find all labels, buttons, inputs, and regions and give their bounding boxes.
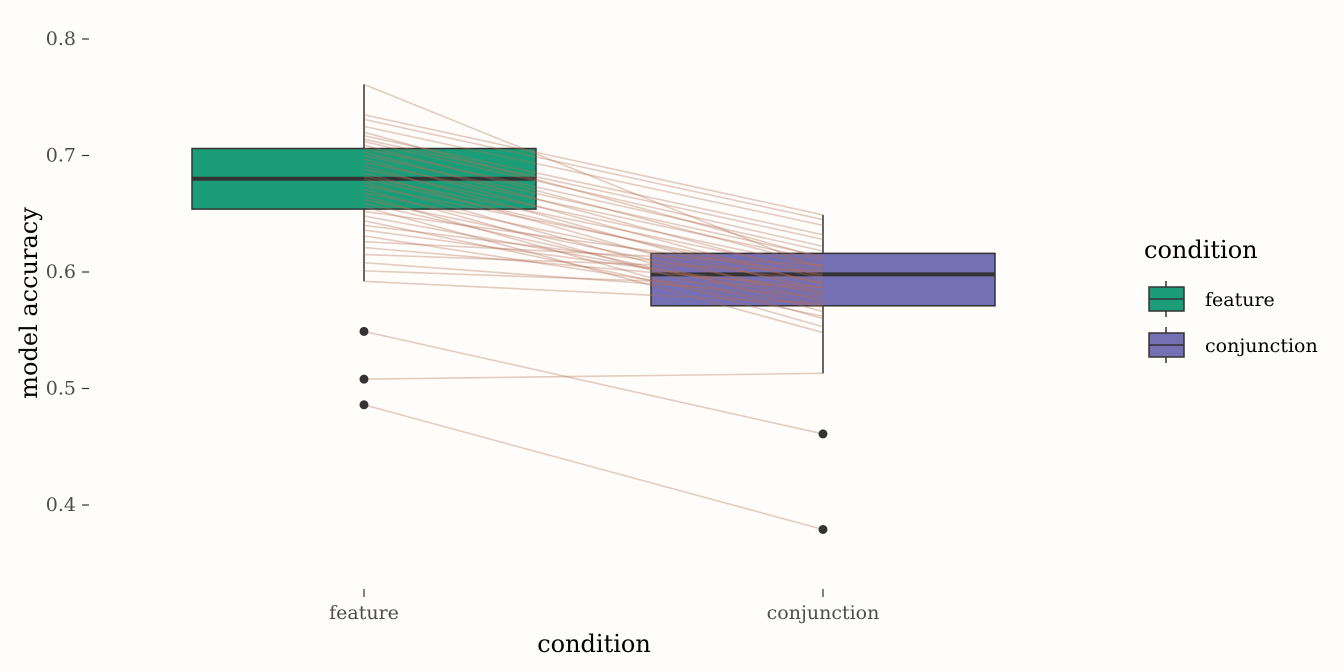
boxes [191,84,996,374]
paired-line [363,154,824,258]
paired-line [363,158,824,286]
legend-title: condition [1144,236,1258,264]
paired-line [363,235,824,308]
paired-line [363,161,824,262]
x-axis: feature conjunction [329,589,879,624]
paired-line [363,175,824,273]
paired-line [363,229,824,293]
box-conjunction [650,252,996,307]
paired-lines [363,83,824,531]
paired-line [363,181,824,313]
paired-line [363,224,824,283]
paired-line [363,191,824,290]
y-tick-label: 0.6 [46,261,76,283]
paired-line [363,270,824,288]
outliers [359,326,828,534]
outlier-point [359,326,369,336]
y-tick-label: 0.8 [46,28,76,50]
paired-line [363,195,824,328]
paired-line [363,280,824,305]
paired-line [363,404,824,531]
paired-line [363,131,824,259]
legend-label: feature [1205,289,1275,311]
y-axis-title: model accuracy [15,207,43,399]
paired-line [363,113,824,216]
paired-line [363,246,824,288]
paired-line [363,147,824,252]
paired-line [363,261,824,298]
y-axis: 0.4 0.5 0.6 0.7 0.8 [46,28,89,516]
outlier-point [818,524,828,534]
legend-label: conjunction [1205,335,1318,357]
y-tick-label: 0.7 [46,145,76,167]
paired-line [363,118,824,221]
paired-line [363,202,824,307]
paired-line [363,138,824,241]
y-tick-label: 0.4 [46,494,76,516]
outlier-point [818,429,828,439]
outlier-point [359,400,369,410]
legend: condition feature conjunction [1144,236,1318,363]
paired-line [363,205,824,334]
paired-line [363,151,824,278]
paired-line [363,165,824,294]
paired-line [363,140,824,248]
paired-line [363,83,824,271]
paired-line [363,372,824,380]
x-tick-label: feature [329,602,399,624]
paired-line [363,330,824,435]
paired-line [363,198,824,297]
paired-line [363,188,824,320]
y-tick-label: 0.5 [46,378,76,400]
paired-line [363,219,824,318]
paired-line [363,253,824,272]
paired-line [363,240,824,266]
paired-line [363,210,824,276]
paired-line [363,172,824,304]
paired-line [363,185,824,279]
paired-line [363,178,824,285]
x-axis-title: condition [537,630,651,658]
paired-line [363,144,824,267]
paired-line [363,134,824,236]
outlier-point [359,374,369,384]
paired-line [363,215,824,301]
paired-line [363,125,824,227]
x-tick-label: conjunction [767,602,880,624]
paired-line [363,168,824,269]
